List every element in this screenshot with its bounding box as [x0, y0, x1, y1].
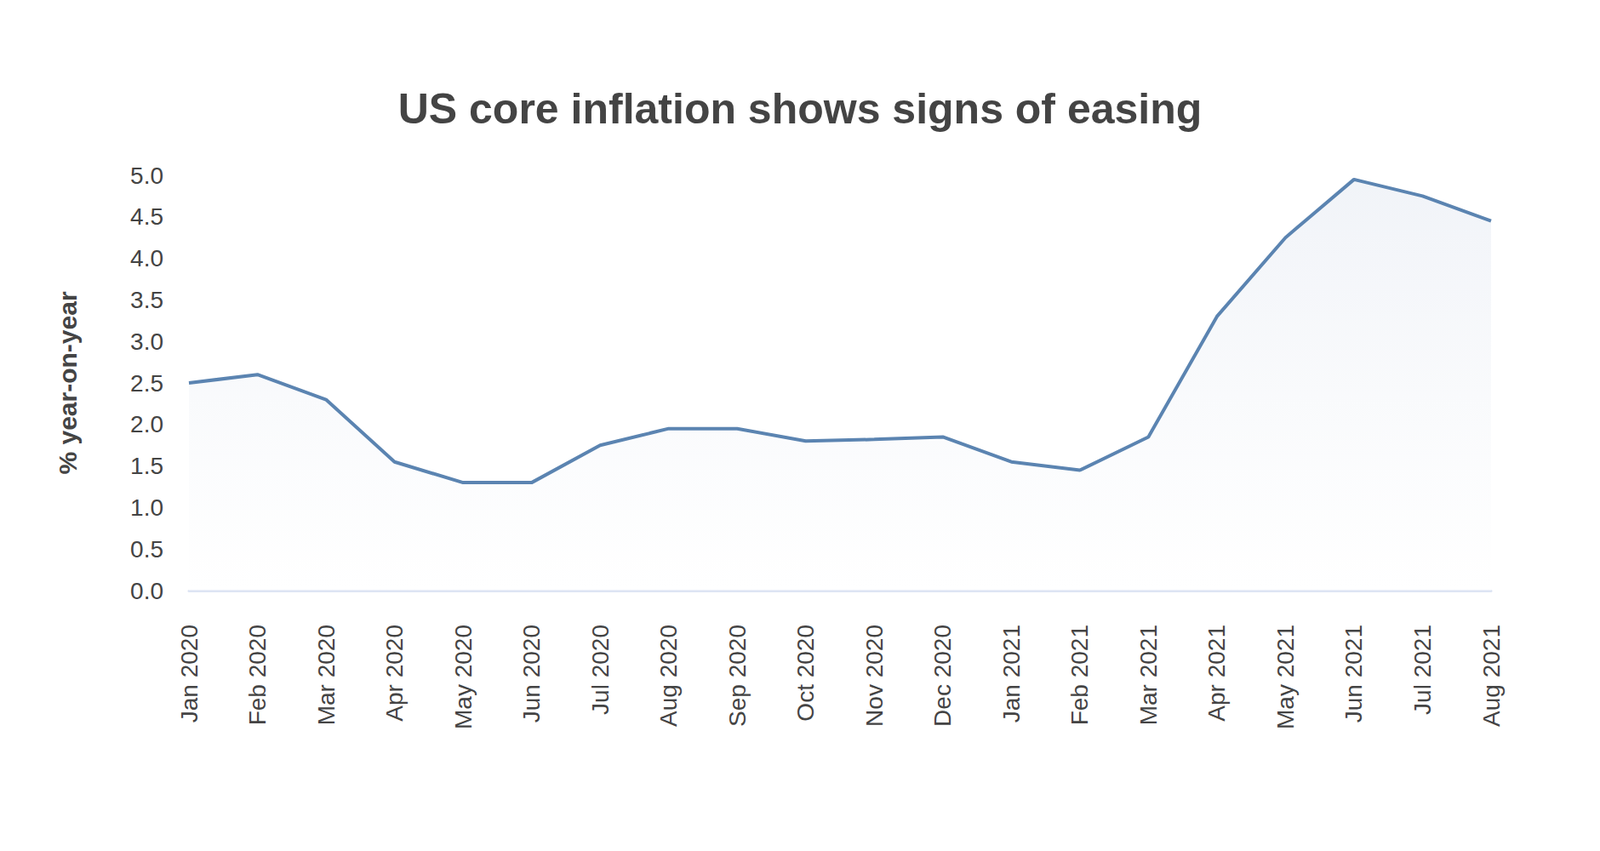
svg-text:4.5: 4.5 [130, 203, 164, 230]
svg-text:% year-on-year: % year-on-year [53, 291, 82, 475]
svg-text:US core inflation shows signs: US core inflation shows signs of easing [398, 85, 1203, 133]
svg-text:Mar 2021: Mar 2021 [1135, 624, 1162, 726]
svg-text:Mar 2020: Mar 2020 [313, 624, 340, 726]
svg-text:Jan 2020: Jan 2020 [176, 624, 203, 723]
svg-text:Apr 2021: Apr 2021 [1203, 624, 1230, 722]
svg-text:Nov 2020: Nov 2020 [861, 624, 888, 727]
svg-text:Jan 2021: Jan 2021 [998, 624, 1025, 723]
svg-text:Jun 2021: Jun 2021 [1340, 624, 1367, 723]
svg-text:Feb 2021: Feb 2021 [1066, 624, 1093, 726]
svg-text:2.5: 2.5 [130, 370, 164, 397]
svg-text:3.0: 3.0 [130, 328, 164, 355]
svg-text:1.0: 1.0 [130, 494, 164, 521]
svg-text:May 2021: May 2021 [1272, 624, 1299, 730]
svg-text:Aug 2020: Aug 2020 [655, 624, 682, 727]
svg-text:0.5: 0.5 [130, 536, 164, 563]
svg-text:Sep 2020: Sep 2020 [724, 624, 751, 727]
svg-text:Aug 2021: Aug 2021 [1478, 624, 1505, 727]
svg-text:Dec 2020: Dec 2020 [929, 624, 956, 727]
svg-text:3.5: 3.5 [130, 286, 164, 314]
svg-text:Oct 2020: Oct 2020 [792, 624, 819, 722]
svg-text:Feb 2020: Feb 2020 [244, 624, 271, 726]
svg-text:5.0: 5.0 [130, 162, 164, 189]
svg-text:1.5: 1.5 [130, 452, 164, 480]
svg-text:May 2020: May 2020 [450, 624, 477, 730]
svg-text:0.0: 0.0 [130, 577, 164, 605]
svg-text:Jul 2021: Jul 2021 [1409, 624, 1436, 715]
svg-text:2.0: 2.0 [130, 411, 164, 438]
svg-text:Jun 2020: Jun 2020 [518, 624, 545, 723]
svg-text:Jul 2020: Jul 2020 [587, 624, 614, 715]
svg-text:Apr 2020: Apr 2020 [381, 624, 408, 722]
svg-text:4.0: 4.0 [130, 245, 164, 272]
